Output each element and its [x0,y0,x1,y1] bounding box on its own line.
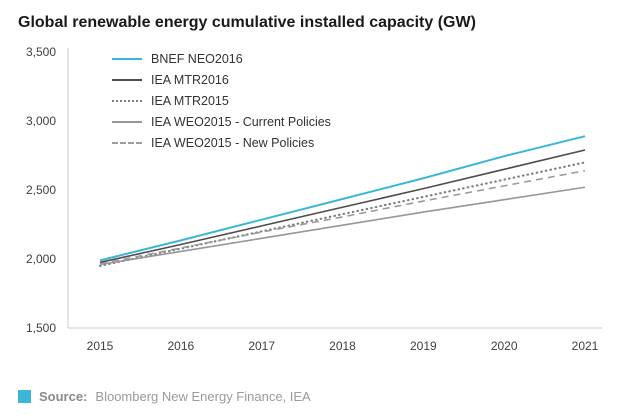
legend-swatch-icon [112,120,142,123]
series-line-iea-mtr2015 [98,161,587,267]
source-line: Source: Bloomberg New Energy Finance, IE… [18,389,311,404]
legend-item: IEA WEO2015 - New Policies [112,135,331,150]
x-tick-label: 2018 [329,339,356,353]
legend-item: IEA WEO2015 - Current Policies [112,114,331,129]
legend-swatch-icon [112,99,142,102]
legend-item: IEA MTR2016 [112,72,331,87]
series-line-bnef-neo2016 [99,135,586,262]
series-line-iea-weo2015-new-policies [99,169,586,265]
legend-swatch-icon [112,78,142,81]
x-tick-label: 2017 [248,339,275,353]
legend-swatch-icon [112,141,142,144]
series-line-iea-mtr2016 [99,149,586,264]
x-tick-label: 2019 [410,339,437,353]
series-line-iea-weo2015-current-policies [99,186,586,266]
legend-label: IEA MTR2016 [151,72,229,87]
y-tick-label: 2,500 [26,183,56,197]
x-tick-label: 2020 [491,339,518,353]
source-label: Source: [39,389,88,404]
x-tick-label: 2015 [87,339,114,353]
legend-label: IEA WEO2015 - Current Policies [151,114,331,129]
legend-item: BNEF NEO2016 [112,51,331,66]
x-tick-label: 2021 [572,339,599,353]
legend-label: IEA WEO2015 - New Policies [151,135,315,150]
legend-label: BNEF NEO2016 [151,51,243,66]
y-tick-label: 3,000 [26,114,56,128]
legend-item: IEA MTR2015 [112,93,331,108]
source-text: Bloomberg New Energy Finance, IEA [95,389,311,404]
x-tick-label: 2016 [167,339,194,353]
chart-area: 1,500 2,000 2,500 3,000 3,500 2015 2016 2017 201… [10,38,616,356]
chart-title: Global renewable energy cumulative insta… [18,14,476,31]
source-bullet-icon [18,390,31,403]
y-tick-label: 2,000 [26,252,56,266]
y-tick-label: 3,500 [26,45,56,59]
legend-label: IEA MTR2015 [151,93,229,108]
y-tick-label: 1,500 [26,321,56,335]
legend-swatch-icon [112,57,142,60]
chart-legend: BNEF NEO2016 IEA MTR2016 IEA MTR2015 IEA WE… [112,51,331,150]
line-chart: 1,500 2,000 2,500 3,000 3,500 2015 2016 2017 201… [26,45,602,353]
